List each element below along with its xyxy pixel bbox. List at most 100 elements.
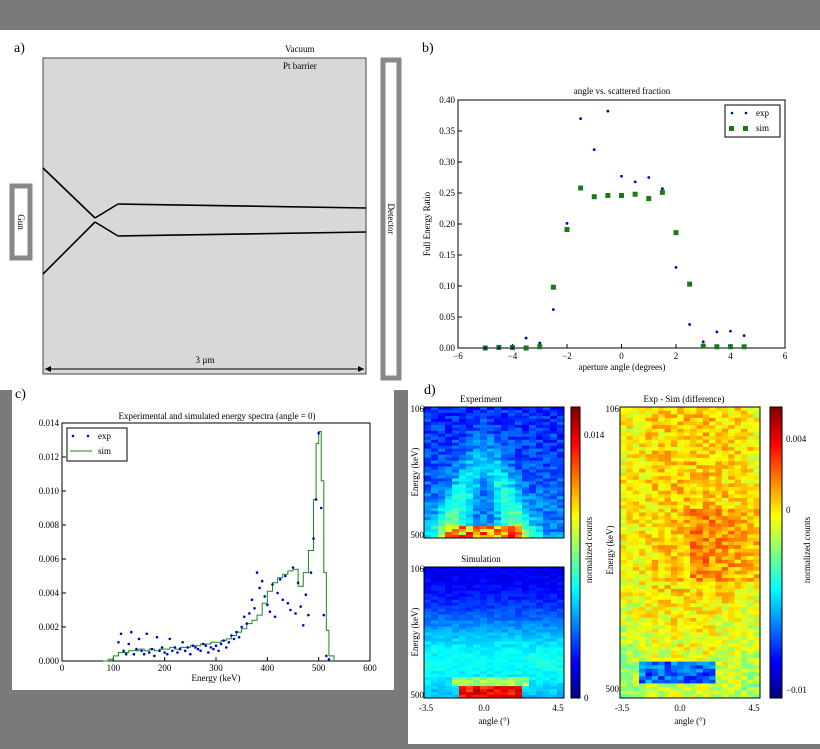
heatmap-cell: [466, 695, 474, 699]
heatmap-cell: [639, 457, 646, 462]
heatmap-cell: [529, 665, 537, 669]
heatmap-cell: [753, 588, 761, 593]
heatmap-cell: [522, 451, 530, 456]
heatmap-cell: [696, 639, 704, 644]
heatmap-cell: [431, 478, 439, 482]
heatmap-cell: [557, 529, 565, 533]
heatmap-cell: [557, 508, 565, 512]
heatmap-cell: [536, 475, 544, 479]
heatmap-cell: [522, 668, 530, 672]
heatmap-cell: [494, 454, 502, 459]
heatmap-cell: [670, 468, 678, 473]
heatmap-cell: [494, 689, 502, 693]
heatmap-cell: [543, 529, 551, 533]
heatmap-cell: [677, 548, 685, 553]
heatmap-cell: [424, 668, 432, 672]
heatmap-cell: [515, 587, 523, 592]
heatmap-cell: [715, 417, 723, 422]
heatmap-cell: [550, 454, 558, 459]
heatmap-cell: [747, 610, 755, 615]
heatmap-cell: [550, 499, 558, 503]
heatmap-cell: [696, 545, 704, 550]
plot-frame: [457, 99, 786, 349]
heatmap-cell: [494, 635, 502, 639]
heatmap-cell: [459, 445, 467, 450]
heatmap-cell: [466, 421, 474, 426]
heatmap-cell: [728, 694, 735, 699]
heatmap-cell: [438, 523, 446, 527]
heatmap-cell: [487, 644, 495, 648]
heatmap-cell: [473, 581, 481, 586]
heatmap-cell: [632, 687, 640, 692]
heatmap-cell: [501, 608, 509, 613]
heatmap-cell: [529, 466, 537, 470]
heatmap-cell: [677, 636, 685, 641]
exp-point: [647, 176, 651, 179]
heatmap-cell: [620, 552, 627, 557]
exp-point: [165, 652, 169, 656]
heatmap-cell: [753, 505, 761, 510]
heatmap-cell: [501, 584, 509, 589]
heatmap-cell: [494, 481, 502, 485]
heatmap-cell: [664, 548, 672, 553]
heatmap-cell: [494, 532, 502, 536]
heatmap-cell: [550, 611, 558, 616]
heatmap-cell: [459, 632, 467, 636]
heatmap-cell: [515, 692, 523, 696]
heatmap-cell: [715, 690, 723, 695]
heatmap-cell: [639, 439, 646, 444]
heatmap-cell: [522, 650, 530, 654]
heatmap-cell: [670, 603, 678, 608]
heatmap-cell: [740, 407, 748, 412]
heatmap-cell: [658, 588, 665, 593]
heatmap-cell: [696, 694, 704, 699]
exp-point: [242, 615, 246, 619]
heatmap-cell: [709, 650, 716, 655]
heatmap-cell: [424, 442, 432, 447]
heatmap-cell: [508, 659, 516, 663]
heatmap-cell: [473, 569, 481, 574]
heatmap-cell: [466, 407, 474, 411]
heatmap-cell: [550, 409, 558, 414]
heatmap-cell: [690, 494, 697, 499]
heatmap-cell: [438, 620, 446, 624]
heatmap-cell: [515, 493, 523, 497]
heatmap-cell: [753, 625, 761, 630]
heatmap-cell: [639, 450, 646, 455]
heatmap-cell: [696, 490, 704, 495]
heatmap-cell: [747, 617, 755, 623]
heatmap-cell: [459, 427, 467, 432]
heatmap-cell: [670, 512, 678, 517]
heatmap-cell: [702, 516, 710, 521]
heatmap-cell: [734, 527, 742, 532]
heatmap-cell: [536, 686, 544, 690]
heatmap-cell: [632, 417, 640, 422]
heatmap-cell: [466, 451, 474, 456]
heatmap-cell: [501, 599, 509, 604]
heatmap-cell: [670, 650, 678, 655]
heatmap-cell: [473, 602, 481, 607]
heatmap-cell: [522, 439, 530, 444]
heatmap-cell: [522, 587, 530, 592]
heatmap-cell: [466, 535, 474, 539]
heatmap-cell: [438, 454, 446, 459]
heatmap-cell: [487, 532, 495, 536]
heatmap-cell: [715, 476, 723, 481]
heatmap-cell: [721, 563, 729, 568]
heatmap-cell: [557, 409, 565, 414]
heatmap-cell: [740, 643, 748, 648]
heatmap-cell: [466, 445, 474, 450]
heatmap-cell: [452, 641, 460, 645]
heatmap-cell: [501, 424, 509, 429]
heatmap-cell: [536, 409, 544, 414]
heatmap-cell: [515, 415, 523, 420]
heatmap-cell: [522, 436, 530, 441]
heatmap-cell: [626, 476, 634, 481]
heatmap-cell: [677, 647, 685, 652]
heatmap-cell: [515, 463, 523, 467]
heatmap-cell: [677, 465, 685, 470]
heatmap-cell: [702, 523, 710, 528]
heatmap-cell: [543, 587, 551, 592]
heatmap-cell: [753, 585, 761, 590]
heatmap-cell: [632, 468, 640, 473]
